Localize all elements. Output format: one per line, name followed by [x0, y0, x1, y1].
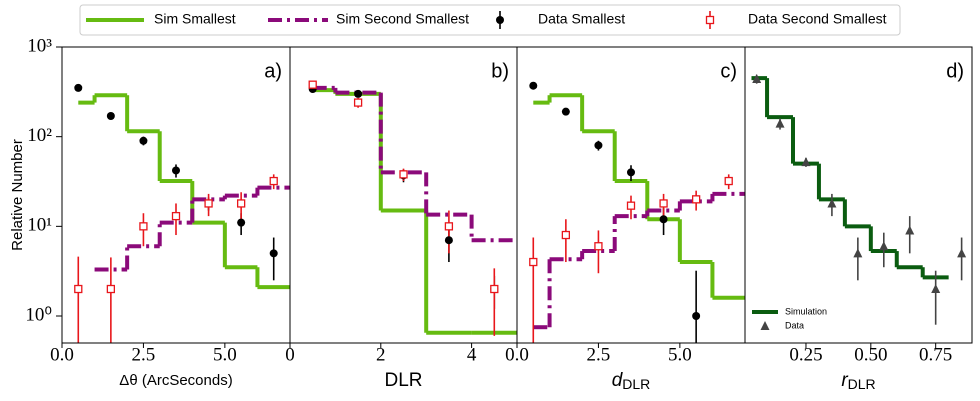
legend-swatch: [496, 16, 504, 24]
x-axis-label-main: DLR: [384, 370, 422, 391]
legend-swatch: [705, 15, 715, 25]
data-point: [204, 199, 213, 208]
legend-swatch: [760, 321, 770, 330]
x-tick-label: 0.25: [789, 344, 822, 365]
panel-label: c): [720, 60, 737, 82]
data-point: [594, 141, 603, 150]
data-point: [692, 312, 701, 321]
data-point: [237, 218, 246, 227]
data-point: [308, 80, 317, 89]
y-tick-label: 10¹: [27, 215, 52, 236]
data-point: [106, 112, 115, 121]
data-point: [236, 199, 246, 208]
data-point: [659, 199, 668, 208]
panel-frame: [744, 46, 973, 344]
data-point: [724, 176, 733, 186]
x-axis-label-main: Δθ (ArcSeconds): [119, 372, 232, 389]
x-axis-label-sub: DLR: [848, 376, 876, 392]
data-point: [626, 201, 636, 210]
x-axis-label-main: d: [612, 370, 624, 391]
panel: [751, 74, 963, 325]
data-point: [139, 136, 148, 145]
data-point: [827, 198, 837, 208]
x-axis-label: dDLR: [612, 370, 651, 392]
x-tick-label: 0.50: [854, 344, 887, 365]
data-point: [354, 89, 363, 98]
data-point: [957, 248, 967, 258]
panel: [77, 84, 290, 343]
data-point: [106, 284, 116, 294]
panel-label: d): [946, 60, 964, 82]
y-axis-label: Relative Number: [9, 139, 26, 251]
x-axis-label: Δθ (ArcSeconds): [119, 372, 232, 389]
legend-label: Sim Second Smallest: [336, 11, 469, 27]
y-tick-label: 10⁰: [25, 304, 52, 325]
data-point: [561, 230, 571, 240]
legend-box: [79, 4, 901, 36]
data-point: [171, 211, 181, 221]
x-axis-label-sub: DLR: [622, 376, 650, 392]
data-point: [269, 249, 278, 258]
x-tick-label: 0.0: [505, 344, 529, 365]
data-point: [353, 98, 363, 107]
data-point: [172, 166, 180, 175]
y-tick-label: 10³: [27, 35, 52, 56]
data-point: [691, 195, 701, 204]
data-point: [74, 83, 83, 92]
x-tick-label: 0: [285, 344, 295, 365]
data-point: [931, 284, 941, 294]
data-point: [775, 118, 785, 128]
data-point: [853, 248, 863, 258]
data-point: [444, 236, 453, 245]
data-point: [561, 107, 570, 116]
panel-label: b): [491, 60, 509, 82]
data-point: [490, 284, 499, 294]
data-point: [269, 176, 278, 186]
x-axis-label-main: r: [841, 370, 848, 391]
data-point: [752, 73, 762, 83]
x-tick-label: 0.75: [919, 344, 952, 365]
x-tick-label: 5.0: [213, 344, 237, 365]
legend-label: Simulation: [785, 306, 827, 316]
data-point: [627, 168, 635, 177]
data-point: [74, 284, 83, 294]
x-tick-label: 2.5: [587, 344, 611, 365]
x-tick-label: 5.0: [668, 344, 692, 365]
data-point: [801, 157, 811, 167]
panel-label: a): [264, 60, 282, 82]
data-point: [529, 81, 538, 90]
x-tick-label: 0.0: [50, 344, 74, 365]
x-tick-label: 2.5: [132, 344, 156, 365]
data-point: [444, 222, 454, 231]
data-point: [529, 257, 538, 267]
data-point: [905, 225, 915, 235]
data-point: [879, 241, 889, 251]
data-point: [594, 242, 603, 251]
legend-label: Data Smallest: [538, 11, 625, 27]
panel: [532, 82, 745, 343]
x-tick-label: 2: [376, 344, 386, 365]
data-point: [139, 222, 148, 231]
legend-label: Data Second Smallest: [748, 11, 887, 27]
data-point: [659, 215, 668, 224]
legend-label: Data: [785, 320, 804, 330]
x-tick-label: 4: [467, 344, 477, 365]
data-point: [399, 170, 408, 179]
panel: [311, 80, 517, 336]
y-tick-label: 10²: [27, 125, 52, 146]
x-axis-label: DLR: [384, 370, 422, 391]
x-axis-label: rDLR: [841, 370, 875, 392]
legend-label: Sim Smallest: [154, 11, 236, 27]
